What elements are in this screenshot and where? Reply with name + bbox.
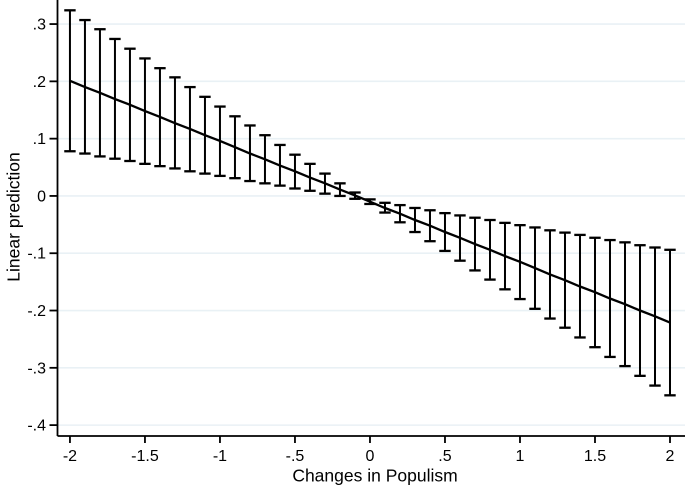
prediction-line — [69, 79, 671, 324]
y-tick-label: -.3 — [27, 360, 46, 377]
x-tick-label: -1 — [213, 448, 227, 465]
y-tick-label: .2 — [33, 74, 46, 91]
fit-line — [69, 79, 671, 324]
x-tick-label: -.5 — [286, 448, 305, 465]
y-tick-label: -.2 — [27, 303, 46, 320]
y-tick-label: -.1 — [27, 246, 46, 263]
y-tick-label: 0 — [37, 188, 46, 205]
y-tick-label: .3 — [33, 17, 46, 34]
y-tick-label: -.4 — [27, 418, 46, 435]
gridlines — [57, 23, 685, 426]
x-tick-label: 0 — [366, 448, 375, 465]
x-tick-label: 1.5 — [584, 448, 606, 465]
y-tick-label: .1 — [33, 131, 46, 148]
y-axis-title: Linear prediction — [3, 152, 24, 282]
x-tick-label: -2 — [63, 448, 77, 465]
x-tick-label: 2 — [666, 448, 675, 465]
axes — [49, 0, 685, 443]
x-tick-label: 1 — [516, 448, 525, 465]
tick-labels: .3 .2 .1 0 -.1 -.2 -.3 -.4 -2 -1.5 -1 -.5 0 .5 1 1.5 2 — [27, 17, 674, 465]
x-axis-title: Changes in Populism — [292, 465, 458, 486]
x-tick-label: -1.5 — [131, 448, 159, 465]
x-tick-label: .5 — [438, 448, 451, 465]
